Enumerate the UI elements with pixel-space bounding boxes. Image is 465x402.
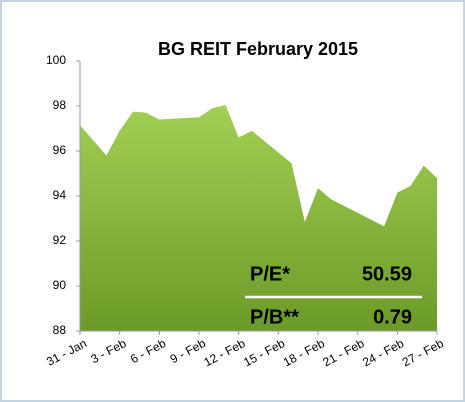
y-tick-label: 90 (53, 278, 67, 292)
y-tick-label: 88 (53, 323, 67, 337)
y-tick-label: 96 (53, 143, 67, 157)
y-tick-label: 94 (53, 188, 67, 202)
y-tick-label: 92 (53, 233, 67, 247)
y-tick-label: 98 (53, 98, 67, 112)
area (80, 104, 437, 331)
chart-title: BG REIT February 2015 (158, 39, 358, 59)
annotation-value: 0.79 (373, 306, 412, 328)
annotation-label: P/B** (250, 306, 299, 328)
annotation-label: P/E* (250, 263, 290, 285)
annotation-value: 50.59 (362, 263, 412, 285)
y-tick-label: 100 (46, 53, 66, 67)
